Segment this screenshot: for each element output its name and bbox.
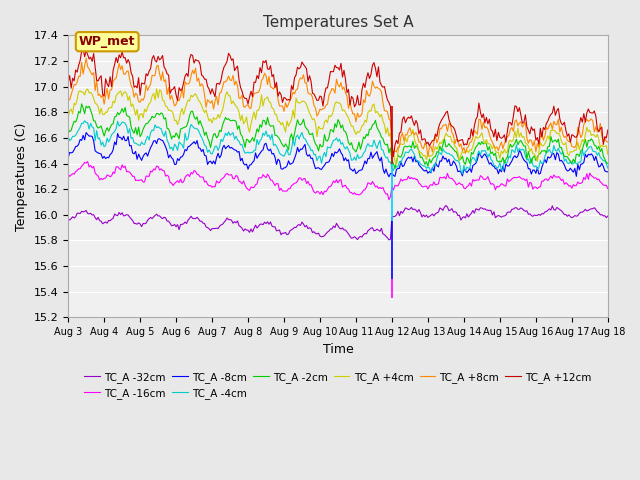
TC_A -4cm [459, 171, 467, 177]
TC_A +8cm [403, 132, 411, 138]
Line: TC_A +8cm: TC_A +8cm [68, 58, 608, 156]
TC_A -4cm [166, 146, 174, 152]
TC_A +4cm [541, 141, 548, 147]
TC_A -16cm [79, 162, 87, 168]
Line: TC_A -16cm: TC_A -16cm [68, 162, 608, 200]
TC_A -16cm [604, 186, 612, 192]
TC_A +12cm [392, 137, 400, 143]
TC_A +8cm [391, 148, 399, 154]
TC_A -32cm [385, 237, 393, 243]
Legend: TC_A -32cm, TC_A -16cm, TC_A -8cm, TC_A -4cm, TC_A -2cm, TC_A +4cm, TC_A +8cm, T: TC_A -32cm, TC_A -16cm, TC_A -8cm, TC_A … [80, 368, 596, 403]
TC_A -32cm [403, 206, 411, 212]
X-axis label: Time: Time [323, 343, 353, 356]
TC_A -8cm [404, 155, 412, 160]
TC_A -4cm [391, 163, 399, 168]
TC_A -2cm [541, 148, 548, 154]
TC_A -2cm [373, 125, 381, 131]
TC_A -2cm [64, 126, 72, 132]
TC_A -32cm [541, 209, 548, 215]
TC_A -4cm [604, 165, 612, 171]
Line: TC_A -32cm: TC_A -32cm [68, 205, 608, 240]
TC_A +8cm [373, 84, 381, 90]
Y-axis label: Temperatures (C): Temperatures (C) [15, 122, 28, 230]
TC_A -8cm [64, 155, 72, 161]
TC_A -2cm [81, 111, 88, 117]
TC_A -8cm [541, 156, 548, 162]
Text: WP_met: WP_met [79, 35, 136, 48]
TC_A +12cm [64, 80, 72, 85]
TC_A -8cm [166, 152, 174, 158]
TC_A -16cm [84, 159, 92, 165]
TC_A -2cm [392, 160, 400, 166]
TC_A +4cm [404, 133, 412, 139]
TC_A -8cm [79, 132, 87, 138]
TC_A -16cm [166, 180, 174, 185]
TC_A -16cm [64, 171, 72, 177]
TC_A +12cm [166, 90, 174, 96]
Line: TC_A +4cm: TC_A +4cm [68, 89, 608, 165]
TC_A +8cm [83, 55, 90, 61]
TC_A -8cm [83, 130, 90, 135]
TC_A -32cm [79, 209, 87, 215]
TC_A -32cm [64, 216, 72, 222]
TC_A +12cm [390, 154, 397, 159]
TC_A +12cm [604, 127, 612, 133]
TC_A +8cm [79, 71, 87, 77]
Line: TC_A -8cm: TC_A -8cm [68, 132, 608, 177]
TC_A +4cm [153, 86, 161, 92]
TC_A -16cm [404, 173, 412, 179]
TC_A -32cm [164, 218, 172, 224]
TC_A +12cm [81, 54, 88, 60]
TC_A -2cm [78, 101, 86, 107]
TC_A +4cm [166, 107, 174, 113]
TC_A -4cm [79, 120, 87, 126]
TC_A +4cm [64, 114, 72, 120]
TC_A +12cm [404, 114, 412, 120]
TC_A -2cm [166, 131, 174, 136]
TC_A -8cm [373, 149, 381, 155]
TC_A -2cm [604, 161, 612, 167]
TC_A +4cm [79, 89, 87, 95]
Line: TC_A -2cm: TC_A -2cm [68, 104, 608, 168]
TC_A -4cm [403, 149, 411, 155]
TC_A -32cm [442, 203, 450, 208]
TC_A -16cm [373, 183, 381, 189]
TC_A +4cm [373, 108, 381, 114]
TC_A -8cm [385, 174, 393, 180]
TC_A -2cm [391, 166, 399, 171]
Title: Temperatures Set A: Temperatures Set A [262, 15, 413, 30]
TC_A +8cm [166, 96, 174, 102]
TC_A +4cm [604, 152, 612, 157]
TC_A -32cm [372, 228, 380, 233]
TC_A -4cm [64, 133, 72, 139]
TC_A -8cm [604, 169, 612, 175]
TC_A -4cm [541, 154, 548, 159]
TC_A +4cm [391, 158, 399, 164]
TC_A -4cm [373, 145, 381, 151]
TC_A -16cm [541, 177, 548, 182]
TC_A -2cm [404, 144, 412, 149]
TC_A +8cm [424, 153, 432, 159]
TC_A +4cm [392, 162, 400, 168]
TC_A +8cm [64, 96, 72, 102]
TC_A +12cm [373, 74, 381, 80]
TC_A +12cm [541, 127, 548, 132]
TC_A -4cm [81, 118, 88, 124]
TC_A -16cm [392, 183, 400, 189]
Line: TC_A -4cm: TC_A -4cm [68, 121, 608, 174]
TC_A -16cm [385, 197, 393, 203]
TC_A +12cm [79, 46, 87, 52]
TC_A +8cm [604, 139, 612, 145]
TC_A -32cm [604, 213, 612, 219]
TC_A +8cm [541, 133, 548, 139]
TC_A -32cm [391, 214, 399, 219]
TC_A -8cm [392, 167, 400, 172]
Line: TC_A +12cm: TC_A +12cm [68, 49, 608, 156]
